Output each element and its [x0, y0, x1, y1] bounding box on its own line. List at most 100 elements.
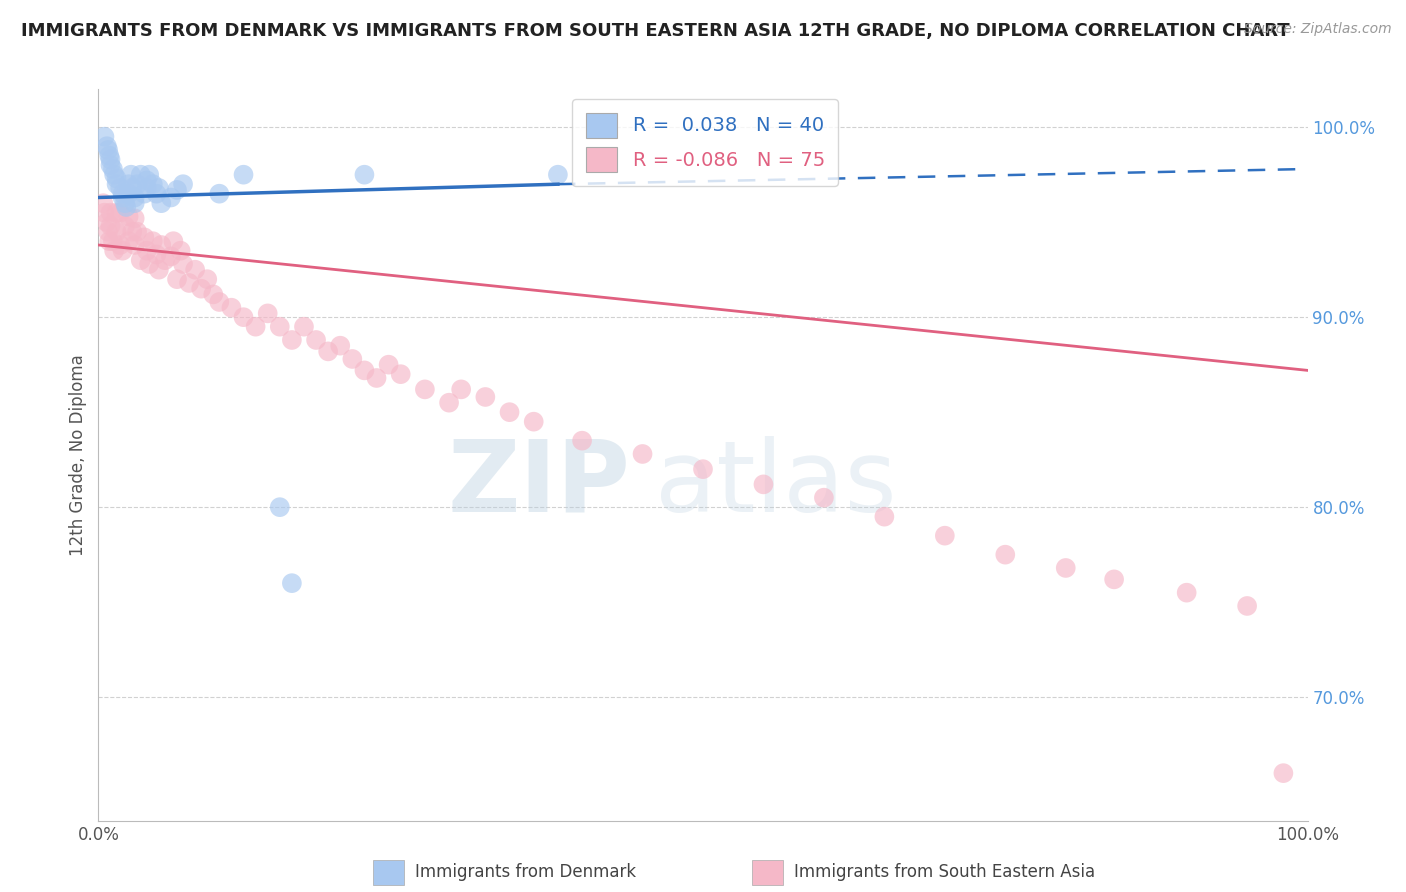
Point: [118, 177, 141, 191]
Point: [100, 158, 122, 172]
Point: [121, 181, 143, 195]
Point: [100, 153, 122, 167]
Point: [292, 319, 315, 334]
Point: [160, 190, 183, 204]
Point: [221, 301, 243, 315]
Point: [148, 181, 170, 195]
Point: [118, 186, 141, 201]
Point: [162, 234, 184, 248]
Point: [134, 186, 156, 201]
Point: [142, 177, 165, 191]
Point: [413, 383, 436, 397]
Point: [118, 234, 141, 248]
Point: [105, 177, 128, 191]
Point: [873, 509, 896, 524]
Point: [353, 168, 375, 182]
Text: ZIP: ZIP: [447, 435, 630, 533]
Point: [105, 205, 128, 219]
Text: Immigrants from South Eastern Asia: Immigrants from South Eastern Asia: [794, 863, 1095, 881]
Point: [135, 173, 157, 187]
Point: [124, 238, 146, 252]
Point: [195, 272, 218, 286]
Point: [150, 238, 173, 252]
Point: [135, 244, 157, 258]
Point: [118, 210, 141, 224]
Legend: R =  0.038   N = 40, R = -0.086   N = 75: R = 0.038 N = 40, R = -0.086 N = 75: [572, 99, 838, 186]
Point: [631, 447, 654, 461]
Point: [172, 177, 194, 191]
Point: [129, 168, 152, 182]
Point: [281, 333, 304, 347]
Point: [813, 491, 835, 505]
Point: [108, 238, 131, 252]
Point: [145, 247, 167, 261]
Point: [129, 253, 152, 268]
Text: Immigrants from Denmark: Immigrants from Denmark: [415, 863, 636, 881]
Point: [172, 257, 194, 271]
Point: [103, 244, 125, 258]
Point: [115, 200, 138, 214]
Point: [127, 177, 149, 191]
Point: [190, 282, 212, 296]
Point: [256, 306, 278, 320]
Point: [305, 333, 328, 347]
Point: [232, 310, 254, 325]
Point: [1054, 561, 1077, 575]
Point: [111, 244, 134, 258]
Point: [120, 168, 142, 182]
Point: [138, 168, 160, 182]
Point: [108, 181, 131, 195]
Point: [166, 272, 188, 286]
Point: [202, 287, 225, 301]
Point: [160, 249, 183, 263]
Point: [474, 390, 496, 404]
Point: [934, 529, 956, 543]
Point: [150, 196, 173, 211]
Point: [208, 186, 231, 201]
Point: [752, 477, 775, 491]
Point: [121, 225, 143, 239]
Point: [105, 171, 128, 186]
Point: [153, 253, 176, 268]
Point: [547, 168, 569, 182]
Point: [692, 462, 714, 476]
Point: [389, 367, 412, 381]
Point: [93, 129, 115, 144]
Point: [571, 434, 593, 448]
Point: [138, 257, 160, 271]
Point: [269, 500, 291, 515]
Point: [114, 219, 136, 233]
Point: [145, 186, 167, 201]
Point: [98, 234, 121, 248]
Point: [366, 371, 388, 385]
Point: [1272, 766, 1295, 780]
Point: [377, 358, 399, 372]
Point: [208, 295, 231, 310]
Point: [184, 262, 207, 277]
Point: [166, 183, 188, 197]
Point: [111, 190, 134, 204]
Point: [93, 205, 115, 219]
Y-axis label: 12th Grade, No Diploma: 12th Grade, No Diploma: [69, 354, 87, 556]
Point: [103, 168, 125, 182]
Point: [101, 161, 124, 176]
Point: [148, 262, 170, 277]
Point: [101, 234, 124, 248]
Point: [98, 149, 121, 163]
Point: [97, 225, 120, 239]
Point: [134, 230, 156, 244]
Point: [245, 319, 267, 334]
Text: atlas: atlas: [655, 435, 896, 533]
Point: [124, 196, 146, 211]
Point: [523, 415, 546, 429]
Point: [108, 205, 131, 219]
Point: [450, 383, 472, 397]
Point: [232, 168, 254, 182]
Point: [105, 225, 128, 239]
Point: [437, 395, 460, 409]
Point: [142, 234, 165, 248]
Point: [169, 244, 191, 258]
Point: [124, 211, 146, 226]
Point: [179, 276, 201, 290]
Point: [329, 339, 352, 353]
